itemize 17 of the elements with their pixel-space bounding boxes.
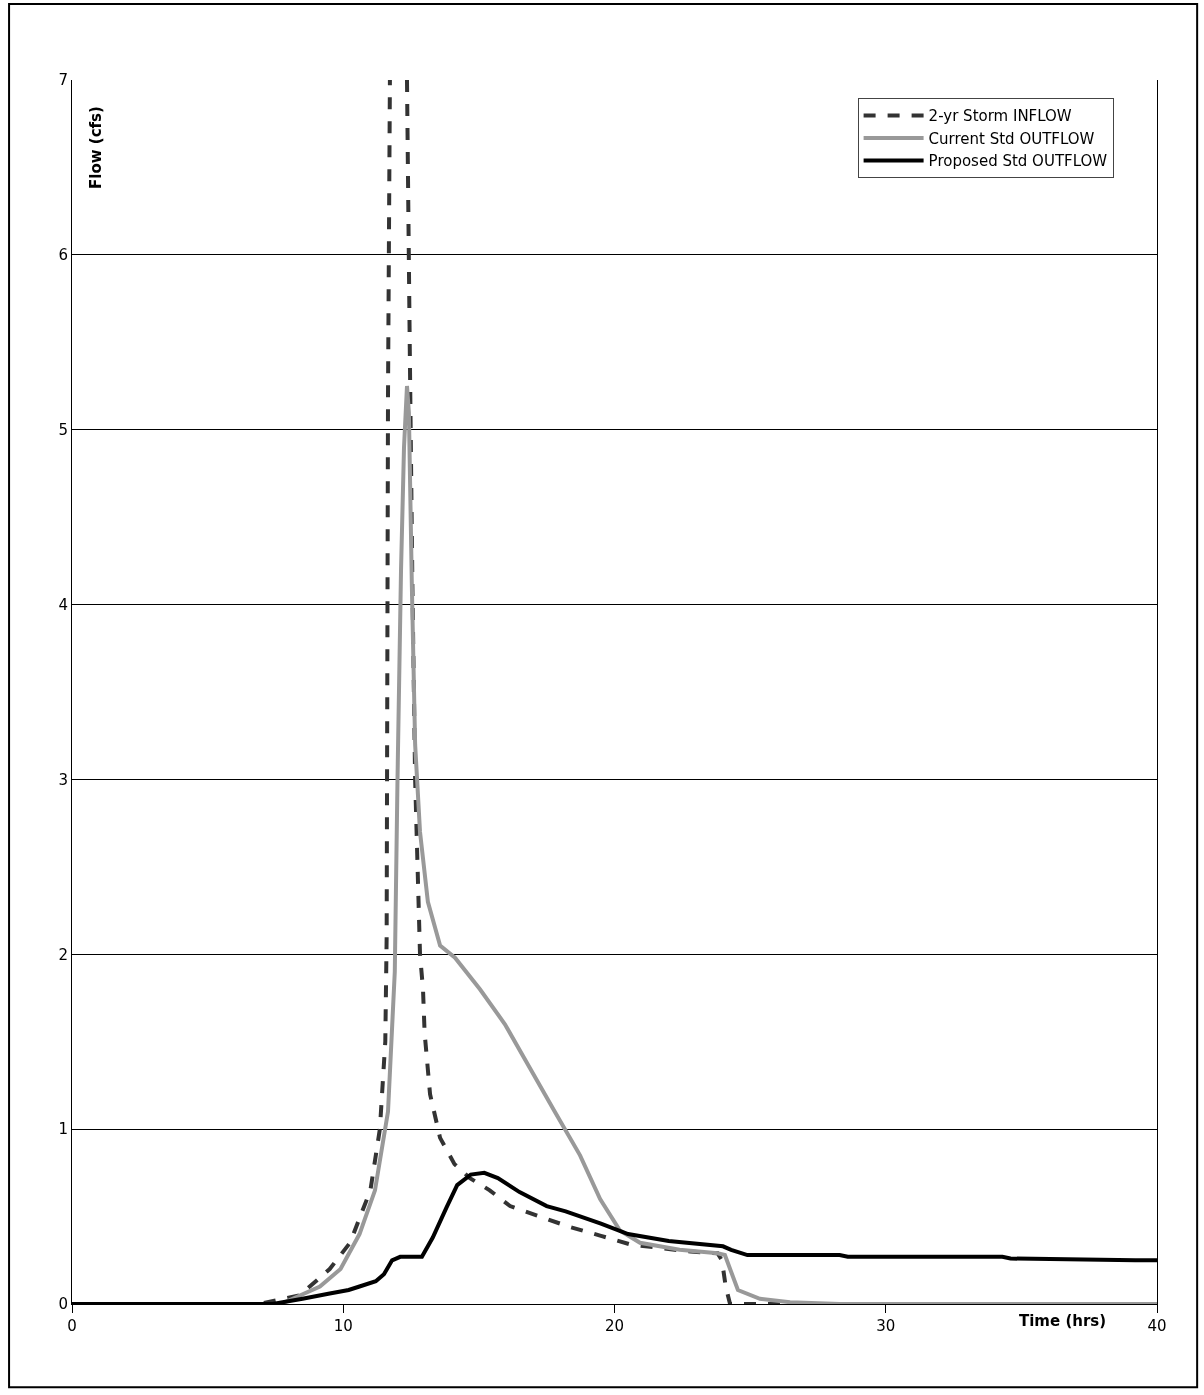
y-tick-label: 6 xyxy=(58,246,68,265)
y-tick-label: 4 xyxy=(58,595,68,614)
y-axis-title: Flow (cfs) xyxy=(87,106,106,189)
y-tick-label: 7 xyxy=(58,71,68,90)
y-tick-label: 3 xyxy=(58,770,68,789)
legend-label: Current Std OUTFLOW xyxy=(928,129,1095,148)
x-tick-label: 10 xyxy=(333,1317,353,1335)
y-tick-label: 5 xyxy=(58,420,68,439)
y-tick-label: 2 xyxy=(58,945,68,964)
legend-label: 2-yr Storm INFLOW xyxy=(928,107,1072,126)
x-tick-label: 40 xyxy=(1147,1317,1167,1335)
x-tick-label: 30 xyxy=(876,1317,896,1335)
x-tick-label: 20 xyxy=(604,1317,625,1335)
y-tick-label: 1 xyxy=(58,1120,68,1139)
y-tick-label: 0 xyxy=(58,1295,68,1314)
legend-label: Proposed Std OUTFLOW xyxy=(928,152,1108,171)
x-axis-title: Time (hrs) xyxy=(1019,1312,1107,1330)
